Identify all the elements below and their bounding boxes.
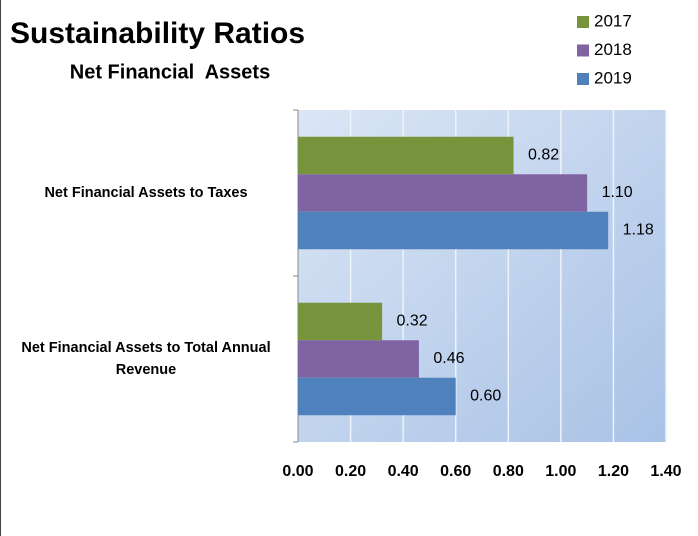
data-label: 0.60 bbox=[470, 388, 501, 405]
bar bbox=[298, 174, 588, 212]
legend-swatch bbox=[577, 44, 589, 57]
x-tick-label: 0.20 bbox=[335, 463, 366, 480]
x-tick-label: 1.20 bbox=[598, 463, 629, 480]
x-tick-label: 0.00 bbox=[282, 463, 313, 480]
bar bbox=[298, 211, 609, 250]
legend-label: 2018 bbox=[594, 40, 632, 59]
x-tick-label: 0.80 bbox=[493, 463, 524, 480]
chart-subtitle: Net Financial Assets bbox=[70, 61, 270, 83]
y-tick-label: Net Financial Assets to Total Annual Rev… bbox=[21, 340, 271, 378]
x-tick-label: 1.00 bbox=[545, 463, 576, 480]
legend-swatch bbox=[577, 16, 589, 28]
legend-label: 2017 bbox=[594, 11, 632, 30]
x-tick-label: 1.40 bbox=[650, 463, 681, 480]
x-tick-label: 0.40 bbox=[388, 463, 419, 480]
data-label: 0.32 bbox=[397, 313, 428, 330]
x-tick-label: 0.60 bbox=[440, 463, 471, 480]
data-label: 1.10 bbox=[602, 184, 633, 201]
y-tick-label: Net Financial Assets to Taxes bbox=[44, 185, 248, 201]
bar bbox=[298, 136, 514, 175]
data-label: 1.18 bbox=[623, 222, 654, 239]
chart-title: Sustainability Ratios bbox=[10, 17, 305, 50]
bar bbox=[298, 377, 456, 416]
bar bbox=[298, 340, 419, 378]
data-label: 0.46 bbox=[433, 350, 464, 367]
legend-label: 2019 bbox=[594, 68, 632, 87]
data-label: 0.82 bbox=[528, 147, 559, 164]
legend-swatch bbox=[577, 73, 589, 85]
bar bbox=[298, 302, 383, 341]
